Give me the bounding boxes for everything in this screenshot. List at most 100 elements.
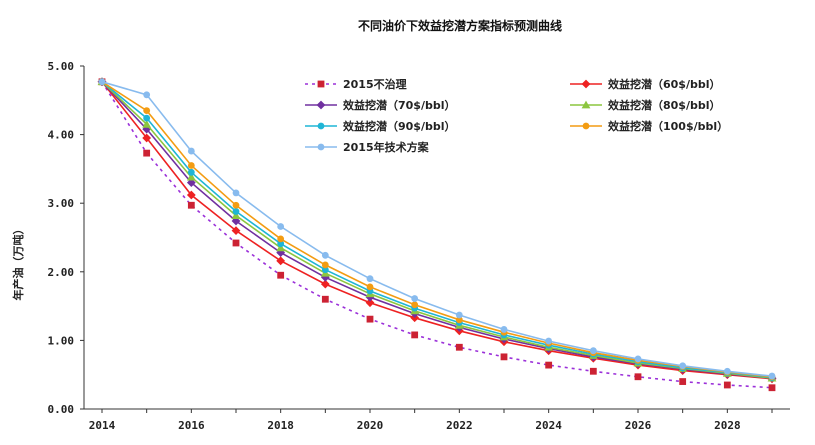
legend-label: 效益挖潜（80$/bbl） <box>608 98 721 112</box>
data-point <box>142 119 152 128</box>
legend-swatch-marker <box>582 122 590 130</box>
series-lines <box>97 77 777 392</box>
y-tick-label: 0.00 <box>48 403 75 416</box>
data-point <box>143 107 151 114</box>
data-point <box>723 367 731 375</box>
data-point <box>366 283 374 291</box>
data-point <box>321 261 329 269</box>
data-point <box>455 343 463 351</box>
data-point <box>142 124 152 134</box>
data-point <box>321 266 329 274</box>
data-point <box>231 226 241 236</box>
data-point <box>768 372 776 380</box>
legend-item-6: 2015年技术方案 <box>305 140 430 154</box>
data-point <box>365 298 375 308</box>
legend-item-5: 效益挖潜（100$/bbl） <box>570 119 728 133</box>
data-point <box>411 301 419 309</box>
data-point <box>679 378 687 385</box>
legend-swatch-marker <box>581 79 591 89</box>
legend-item-4: 效益挖潜（90$/bbl） <box>305 119 456 133</box>
data-point <box>143 91 151 99</box>
legend-label: 效益挖潜（60$/bbl） <box>608 77 721 91</box>
data-point <box>231 211 241 219</box>
data-point <box>142 133 152 143</box>
data-point <box>277 235 285 243</box>
legend-swatch-marker <box>581 100 591 109</box>
data-point <box>277 271 285 279</box>
data-point <box>276 256 286 266</box>
legend-label: 效益挖潜（70$/bbl） <box>343 98 456 112</box>
data-point <box>186 190 196 200</box>
data-point <box>276 243 286 252</box>
data-point <box>634 373 642 381</box>
data-point <box>455 316 463 324</box>
y-tick-label: 1.00 <box>48 334 75 347</box>
data-point <box>500 326 508 333</box>
data-point <box>232 208 240 215</box>
data-point <box>365 292 375 302</box>
series-line <box>101 81 773 379</box>
series-line <box>101 81 773 379</box>
data-point <box>232 201 240 209</box>
x-tick-label: 2018 <box>267 419 294 432</box>
data-point <box>545 361 553 369</box>
legend-swatch-marker <box>316 100 326 110</box>
data-point <box>589 347 597 355</box>
legend-item-1: 效益挖潜（60$/bbl） <box>570 77 721 91</box>
legend-item-3: 效益挖潜（80$/bbl） <box>570 98 721 112</box>
legend-swatch-marker <box>317 122 325 130</box>
x-tick-label: 2016 <box>178 419 205 432</box>
data-point <box>186 172 196 181</box>
data-point <box>98 78 106 86</box>
data-point <box>143 149 151 157</box>
legend-label: 效益挖潜（100$/bbl） <box>608 119 728 133</box>
legend-label: 2015不治理 <box>343 77 407 91</box>
data-point <box>366 275 374 283</box>
data-point <box>366 315 374 323</box>
data-point <box>634 355 642 363</box>
data-point <box>723 381 731 389</box>
legend-swatch-marker <box>317 80 325 88</box>
data-point <box>679 362 687 370</box>
legend: 2015不治理 效益挖潜（60$/bbl） 效益挖潜（70$/bbl） 效益挖潜（80… <box>305 77 728 154</box>
chart-title: 不同油价下效益挖潜方案指标预测曲线 <box>358 18 562 33</box>
data-point <box>187 168 195 176</box>
x-tick-label: 2022 <box>446 419 473 432</box>
data-point <box>232 189 240 197</box>
series-line <box>101 81 773 377</box>
data-point <box>455 311 463 319</box>
y-tick-label: 3.00 <box>48 197 75 210</box>
data-point <box>187 201 195 209</box>
y-tick-label: 2.00 <box>48 266 75 279</box>
series-line <box>101 81 773 380</box>
series-6 <box>98 78 776 380</box>
data-point <box>411 295 419 302</box>
y-axis-label: 年产油（万吨） <box>11 224 25 301</box>
data-point <box>187 147 195 155</box>
data-point <box>321 295 329 303</box>
y-tick-label: 4.00 <box>48 129 75 142</box>
data-point <box>143 114 151 122</box>
data-point <box>187 162 195 169</box>
data-point <box>277 223 285 230</box>
axes: 0.00 1.00 2.00 3.00 4.00 5.00 2014 2016 2018 2020… <box>48 60 790 432</box>
legend-item-2: 效益挖潜（70$/bbl） <box>305 98 456 112</box>
data-point <box>500 353 508 361</box>
data-point <box>589 367 597 375</box>
data-point <box>768 384 776 392</box>
x-tick-label: 2026 <box>625 419 652 432</box>
legend-swatch-marker <box>317 143 325 151</box>
data-point <box>321 251 329 259</box>
data-point <box>411 331 419 339</box>
x-tick-label: 2020 <box>357 419 384 432</box>
legend-item-0: 2015不治理 <box>305 77 407 91</box>
data-point <box>277 240 285 248</box>
x-tick-label: 2024 <box>535 419 562 432</box>
data-point <box>320 279 330 289</box>
data-point <box>545 337 553 345</box>
x-tick-label: 2014 <box>89 419 116 432</box>
data-point <box>232 239 240 247</box>
legend-label: 效益挖潜（90$/bbl） <box>343 119 456 133</box>
